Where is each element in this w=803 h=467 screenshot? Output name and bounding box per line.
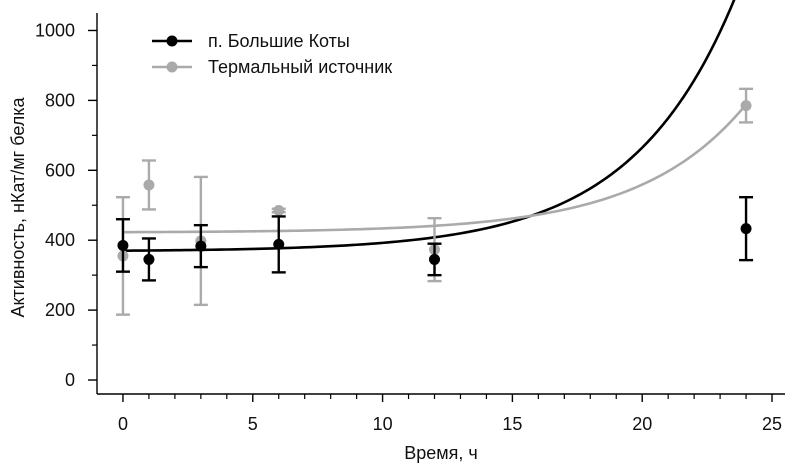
y-tick-label: 1000: [35, 20, 75, 40]
data-point: [740, 223, 752, 235]
x-tick-label: 25: [762, 414, 782, 434]
data-point: [273, 204, 285, 216]
data-point: [273, 238, 285, 250]
data-point: [429, 253, 441, 265]
x-tick-label: 10: [373, 414, 393, 434]
data-point: [143, 253, 155, 265]
y-tick-label: 800: [45, 90, 75, 110]
legend-label: Термальный источник: [208, 57, 392, 77]
data-point: [195, 240, 207, 252]
legend-marker: [166, 35, 178, 47]
x-tick-label: 0: [118, 414, 128, 434]
legend-label: п. Большие Коты: [208, 31, 350, 51]
legend-marker: [166, 61, 178, 73]
x-tick-label: 20: [632, 414, 652, 434]
legend: п. Большие Коты Термальный источник: [152, 31, 392, 77]
x-tick-label: 5: [248, 414, 258, 434]
x-tick-label: 15: [502, 414, 522, 434]
x-axis-title: Время, ч: [404, 443, 478, 463]
y-tick-label: 0: [65, 370, 75, 390]
y-tick-label: 400: [45, 230, 75, 250]
chart-axes: 0 5 10 15 20 25 0 200 400 600 800 1000: [35, 13, 785, 434]
y-axis-title: Активность, нКат/мг белка: [8, 96, 28, 317]
data-point: [143, 179, 155, 191]
data-marks: [115, 87, 754, 316]
fit-curve-series-2: [122, 103, 748, 234]
data-point: [740, 100, 752, 112]
data-point: [117, 239, 129, 251]
y-tick-label: 600: [45, 160, 75, 180]
y-tick-label: 200: [45, 300, 75, 320]
